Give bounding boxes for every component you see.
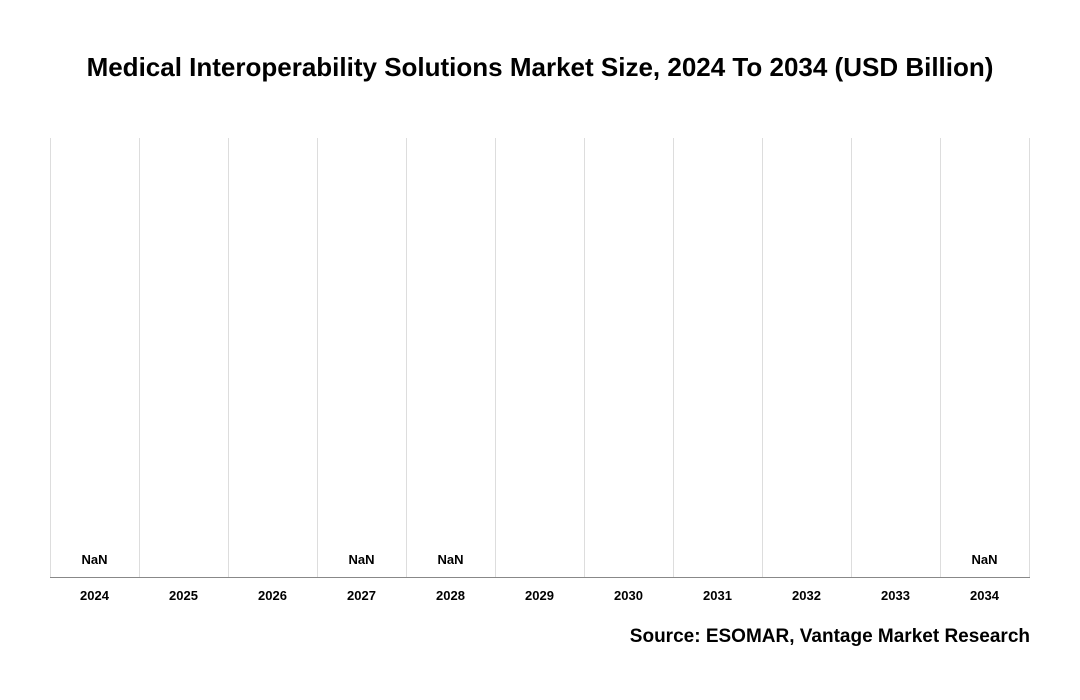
source-text: Source: ESOMAR, Vantage Market Research: [630, 626, 1030, 648]
gridline: [495, 138, 496, 577]
gridline: [584, 138, 585, 577]
gridline: [940, 138, 941, 577]
gridline: [1029, 138, 1030, 577]
value-label: NaN: [317, 552, 406, 567]
x-axis-label: 2031: [673, 588, 762, 603]
gridline: [317, 138, 318, 577]
gridline: [762, 138, 763, 577]
x-axis-label: 2025: [139, 588, 228, 603]
value-label: NaN: [940, 552, 1029, 567]
x-axis-labels: 2024 2025 2026 2027 2028 2029 2030 2031 …: [50, 588, 1030, 608]
gridline: [406, 138, 407, 577]
x-axis-label: 2030: [584, 588, 673, 603]
x-axis-label: 2027: [317, 588, 406, 603]
x-axis-label: 2028: [406, 588, 495, 603]
gridline: [228, 138, 229, 577]
value-label: NaN: [50, 552, 139, 567]
x-axis-label: 2033: [851, 588, 940, 603]
gridline: [50, 138, 51, 577]
x-axis-label: 2026: [228, 588, 317, 603]
x-axis-label: 2032: [762, 588, 851, 603]
gridline: [139, 138, 140, 577]
gridline: [673, 138, 674, 577]
x-axis-label: 2024: [50, 588, 139, 603]
gridline: [851, 138, 852, 577]
x-axis-label: 2034: [940, 588, 1029, 603]
plot-area: NaN NaN NaN NaN: [50, 138, 1030, 578]
value-label: NaN: [406, 552, 495, 567]
x-axis-label: 2029: [495, 588, 584, 603]
chart-title: Medical Interoperability Solutions Marke…: [50, 52, 1030, 83]
